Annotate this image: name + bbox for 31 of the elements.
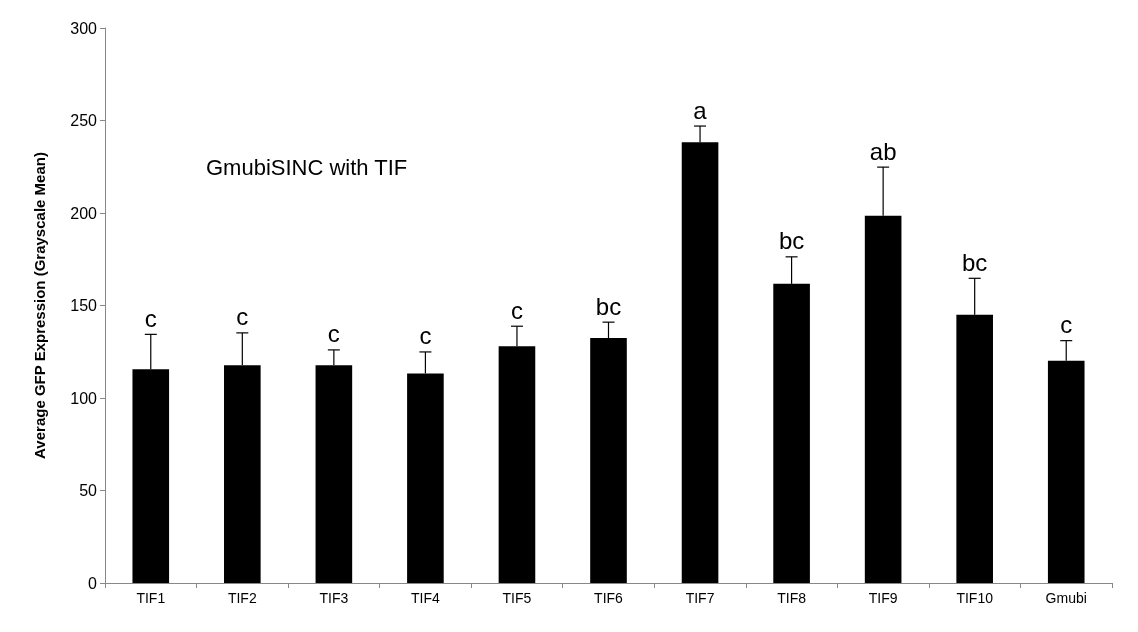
y-axis-title: Average GFP Expression (Grayscale Mean) (31, 152, 48, 459)
x-tick-label: Gmubi (1045, 590, 1087, 606)
y-tick-label: 200 (70, 204, 98, 222)
annotation: c (144, 304, 157, 332)
x-tick-label: TIF6 (594, 590, 624, 606)
text: GmubiSINC with TIF (206, 154, 408, 180)
x-tick-label: TIF1 (136, 590, 166, 606)
annotation: c (419, 322, 432, 350)
y-tick-label: 250 (70, 112, 98, 129)
y-tick-label: 0 (88, 574, 98, 592)
annotation: bc (778, 227, 805, 255)
annotation: ab (869, 137, 897, 165)
annotation: bc (962, 248, 988, 276)
annotation: bc (595, 292, 622, 320)
annotation: c (1060, 311, 1073, 339)
x-tick-label: TIF10 (956, 590, 994, 606)
annotation: a (693, 96, 708, 124)
x-tick-label: TIF9 (868, 590, 898, 606)
x-tick-label: TIF3 (319, 590, 349, 606)
x-tick-label: TIF5 (502, 590, 532, 606)
y-tick-label: 100 (70, 389, 98, 407)
y-tick-label: 300 (70, 19, 98, 37)
x-tick-label: TIF7 (685, 590, 715, 606)
annotation: c (327, 320, 340, 348)
annotation: c (236, 303, 249, 331)
x-tick-label: TIF2 (227, 590, 257, 606)
x-tick-label: TIF8 (777, 590, 807, 606)
y-tick-label: 50 (79, 482, 98, 499)
y-tick-label: 150 (70, 297, 98, 314)
x-tick-label: TIF4 (411, 590, 441, 606)
annotation: c (510, 296, 523, 324)
